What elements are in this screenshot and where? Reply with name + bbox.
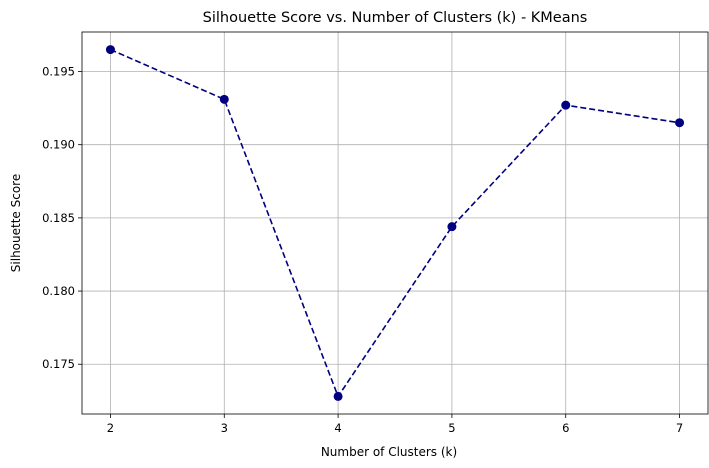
y-tick-label: 0.185	[42, 211, 75, 225]
y-axis-label: Silhouette Score	[9, 174, 23, 272]
x-tick-label: 4	[334, 421, 341, 435]
series-line	[110, 48, 680, 399]
data-point	[333, 391, 343, 401]
x-axis-label: Number of Clusters (k)	[321, 445, 457, 459]
y-tick-label: 0.195	[42, 65, 75, 79]
x-tick-label: 6	[562, 421, 569, 435]
ticks: 2 3 4 5 6 7 0.175 0.180 0.185 0.190 0.195	[42, 65, 683, 435]
x-tick-label: 5	[448, 421, 455, 435]
data-point	[447, 222, 457, 232]
chart-title: Silhouette Score vs. Number of Clusters …	[203, 10, 588, 26]
y-tick-label: 0.175	[42, 357, 75, 371]
x-tick-label: 3	[221, 421, 228, 435]
data-point	[675, 118, 685, 128]
x-tick-label: 2	[107, 421, 114, 435]
series-layer	[105, 45, 685, 401]
plot-frame	[81, 31, 709, 415]
y-tick-label: 0.190	[42, 138, 75, 152]
data-point	[219, 94, 229, 104]
y-tick-label: 0.180	[42, 284, 75, 298]
data-point	[561, 100, 571, 110]
x-tick-label: 7	[676, 421, 683, 435]
grid-lines	[82, 32, 708, 414]
data-point	[105, 45, 115, 55]
